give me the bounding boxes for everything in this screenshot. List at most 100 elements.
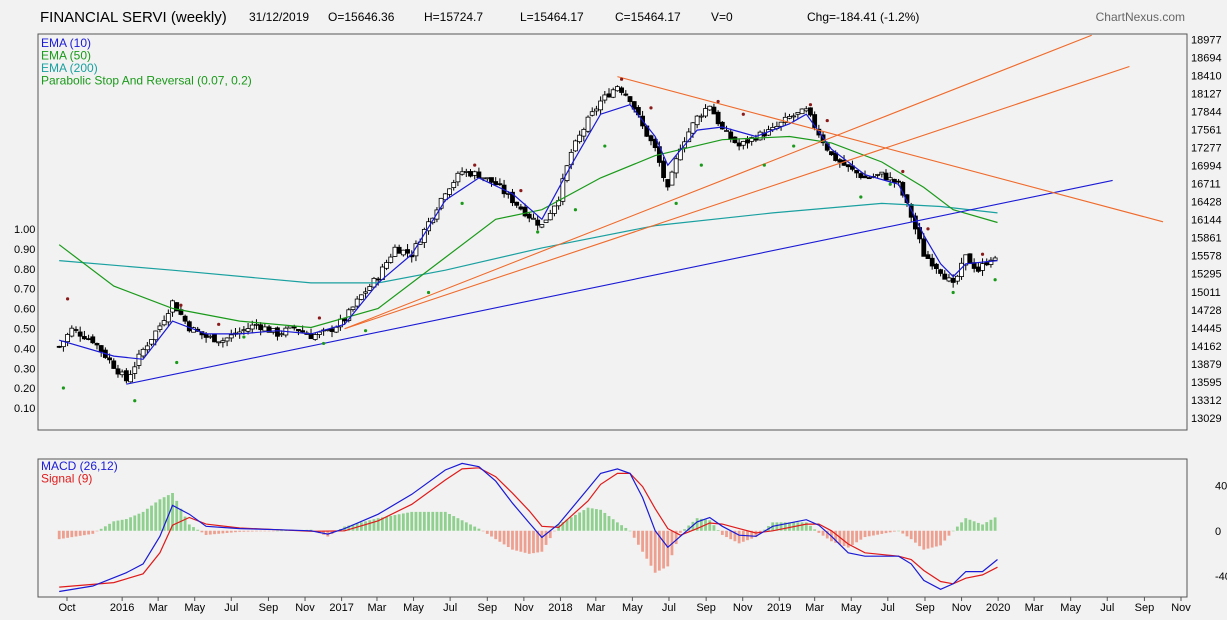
signal-line	[59, 467, 998, 588]
macd-legend-entry: MACD (26,12)	[41, 459, 118, 473]
sar-dot-up	[61, 386, 66, 390]
x-axis-tick-label: Mar	[368, 602, 387, 614]
candle-up	[153, 330, 159, 341]
macd-histogram-bar	[544, 530, 548, 545]
macd-histogram-bar	[490, 530, 493, 537]
sar-dot-up	[888, 182, 892, 186]
macd-histogram-bar	[129, 517, 132, 531]
macd-histogram-bar	[460, 520, 464, 531]
macd-histogram-bar	[532, 530, 535, 554]
macd-histogram-bar	[595, 509, 598, 531]
macd-histogram-bar	[922, 530, 926, 550]
macd-histogram-bar	[271, 530, 275, 532]
candle-up	[602, 94, 608, 101]
sar-dot-down	[317, 316, 322, 320]
macd-histogram-bar	[918, 530, 921, 547]
macd-histogram-bar	[708, 520, 712, 531]
price-y-tick-label: 13029	[1191, 413, 1222, 425]
x-axis-tick-label: 2019	[767, 602, 791, 614]
sar-dot-down	[926, 227, 930, 231]
candle-up	[224, 337, 230, 342]
candle-up	[573, 140, 578, 152]
macd-histogram-bar	[934, 530, 938, 547]
macd-histogram-bar	[234, 530, 237, 533]
candle-down	[300, 330, 306, 333]
candle-up	[245, 328, 251, 332]
macd-histogram-bar	[641, 530, 644, 552]
trendline	[344, 34, 1092, 330]
chart-header: FINANCIAL SERVI (weekly) 31/12/2019 O=15…	[0, 0, 1227, 34]
macd-histogram-bar	[821, 530, 825, 536]
macd-y-tick-label: 0	[1215, 526, 1221, 538]
macd-histogram-bar	[276, 530, 279, 532]
left-scale-tick-label: 0.10	[14, 403, 35, 415]
candle-up	[354, 298, 360, 307]
candle-up	[795, 112, 801, 115]
x-axis-tick-label: Jul	[881, 602, 895, 614]
sar-dot-up	[792, 144, 796, 148]
candle-up	[543, 219, 549, 223]
candle-down	[808, 107, 813, 116]
macd-histogram-bar	[502, 530, 506, 545]
macd-histogram-bar	[586, 507, 590, 531]
left-scale-tick-label: 0.80	[14, 264, 35, 276]
macd-histogram-bar	[263, 530, 267, 532]
macd-histogram-bar	[750, 530, 754, 539]
candle-up	[791, 115, 797, 118]
x-axis-tick-label: Nov	[952, 602, 972, 614]
macd-histogram-bar	[166, 495, 170, 531]
macd-histogram-bar	[762, 529, 766, 531]
sar-dot-up	[426, 290, 431, 295]
candle-up	[350, 306, 356, 310]
macd-histogram-bar	[523, 530, 527, 553]
sar-dot-up	[993, 278, 997, 282]
candle-down	[258, 324, 264, 331]
macd-histogram-bar	[972, 521, 976, 531]
x-axis-tick-label: Sep	[1135, 602, 1155, 614]
x-axis-tick-label: 2018	[548, 602, 572, 614]
macd-histogram-bar	[196, 529, 200, 531]
macd-histogram-bar	[712, 525, 716, 531]
candle-down	[736, 142, 742, 147]
left-scale-tick-label: 0.30	[14, 363, 35, 375]
candle-down	[921, 238, 927, 257]
candle-up	[358, 294, 364, 300]
ema10-line	[59, 104, 998, 360]
macd-histogram-bar	[607, 516, 611, 531]
macd-histogram-bar	[372, 519, 376, 531]
price-y-tick-label: 13595	[1191, 377, 1222, 389]
candle-up	[875, 174, 881, 176]
price-y-tick-label: 15861	[1191, 233, 1222, 245]
candle-down	[107, 357, 112, 361]
candle-up	[279, 333, 285, 336]
candle-up	[980, 263, 985, 271]
candle-up	[577, 134, 583, 143]
macd-histogram-bar	[901, 530, 905, 534]
macd-histogram-bar	[989, 519, 993, 531]
candle-up	[615, 86, 620, 92]
macd-histogram-bar	[414, 511, 418, 531]
macd-histogram-bar	[775, 522, 779, 531]
candle-down	[174, 302, 180, 312]
macd-histogram-bar	[729, 530, 733, 540]
candle-up	[694, 115, 700, 126]
left-scale-tick-label: 0.90	[14, 244, 35, 256]
candle-down	[526, 213, 532, 219]
macd-histogram-bar	[385, 516, 388, 531]
candle-up	[216, 341, 222, 344]
macd-histogram-bar	[716, 530, 720, 531]
macd-histogram-bar	[645, 530, 649, 559]
candle-down	[522, 206, 528, 217]
price-y-tick-label: 15295	[1191, 269, 1222, 281]
candle-up	[388, 256, 394, 263]
macd-histogram-bar	[162, 497, 166, 531]
x-axis-tick-label: Jul	[1100, 602, 1114, 614]
candle-up	[879, 171, 885, 175]
macd-histogram-bar	[695, 518, 699, 531]
sar-dot-down	[649, 106, 653, 110]
candle-up	[547, 212, 553, 221]
macd-histogram-bar	[800, 522, 804, 531]
candle-down	[950, 277, 956, 283]
macd-histogram-bar	[183, 516, 187, 531]
sar-dot-up	[460, 201, 464, 205]
